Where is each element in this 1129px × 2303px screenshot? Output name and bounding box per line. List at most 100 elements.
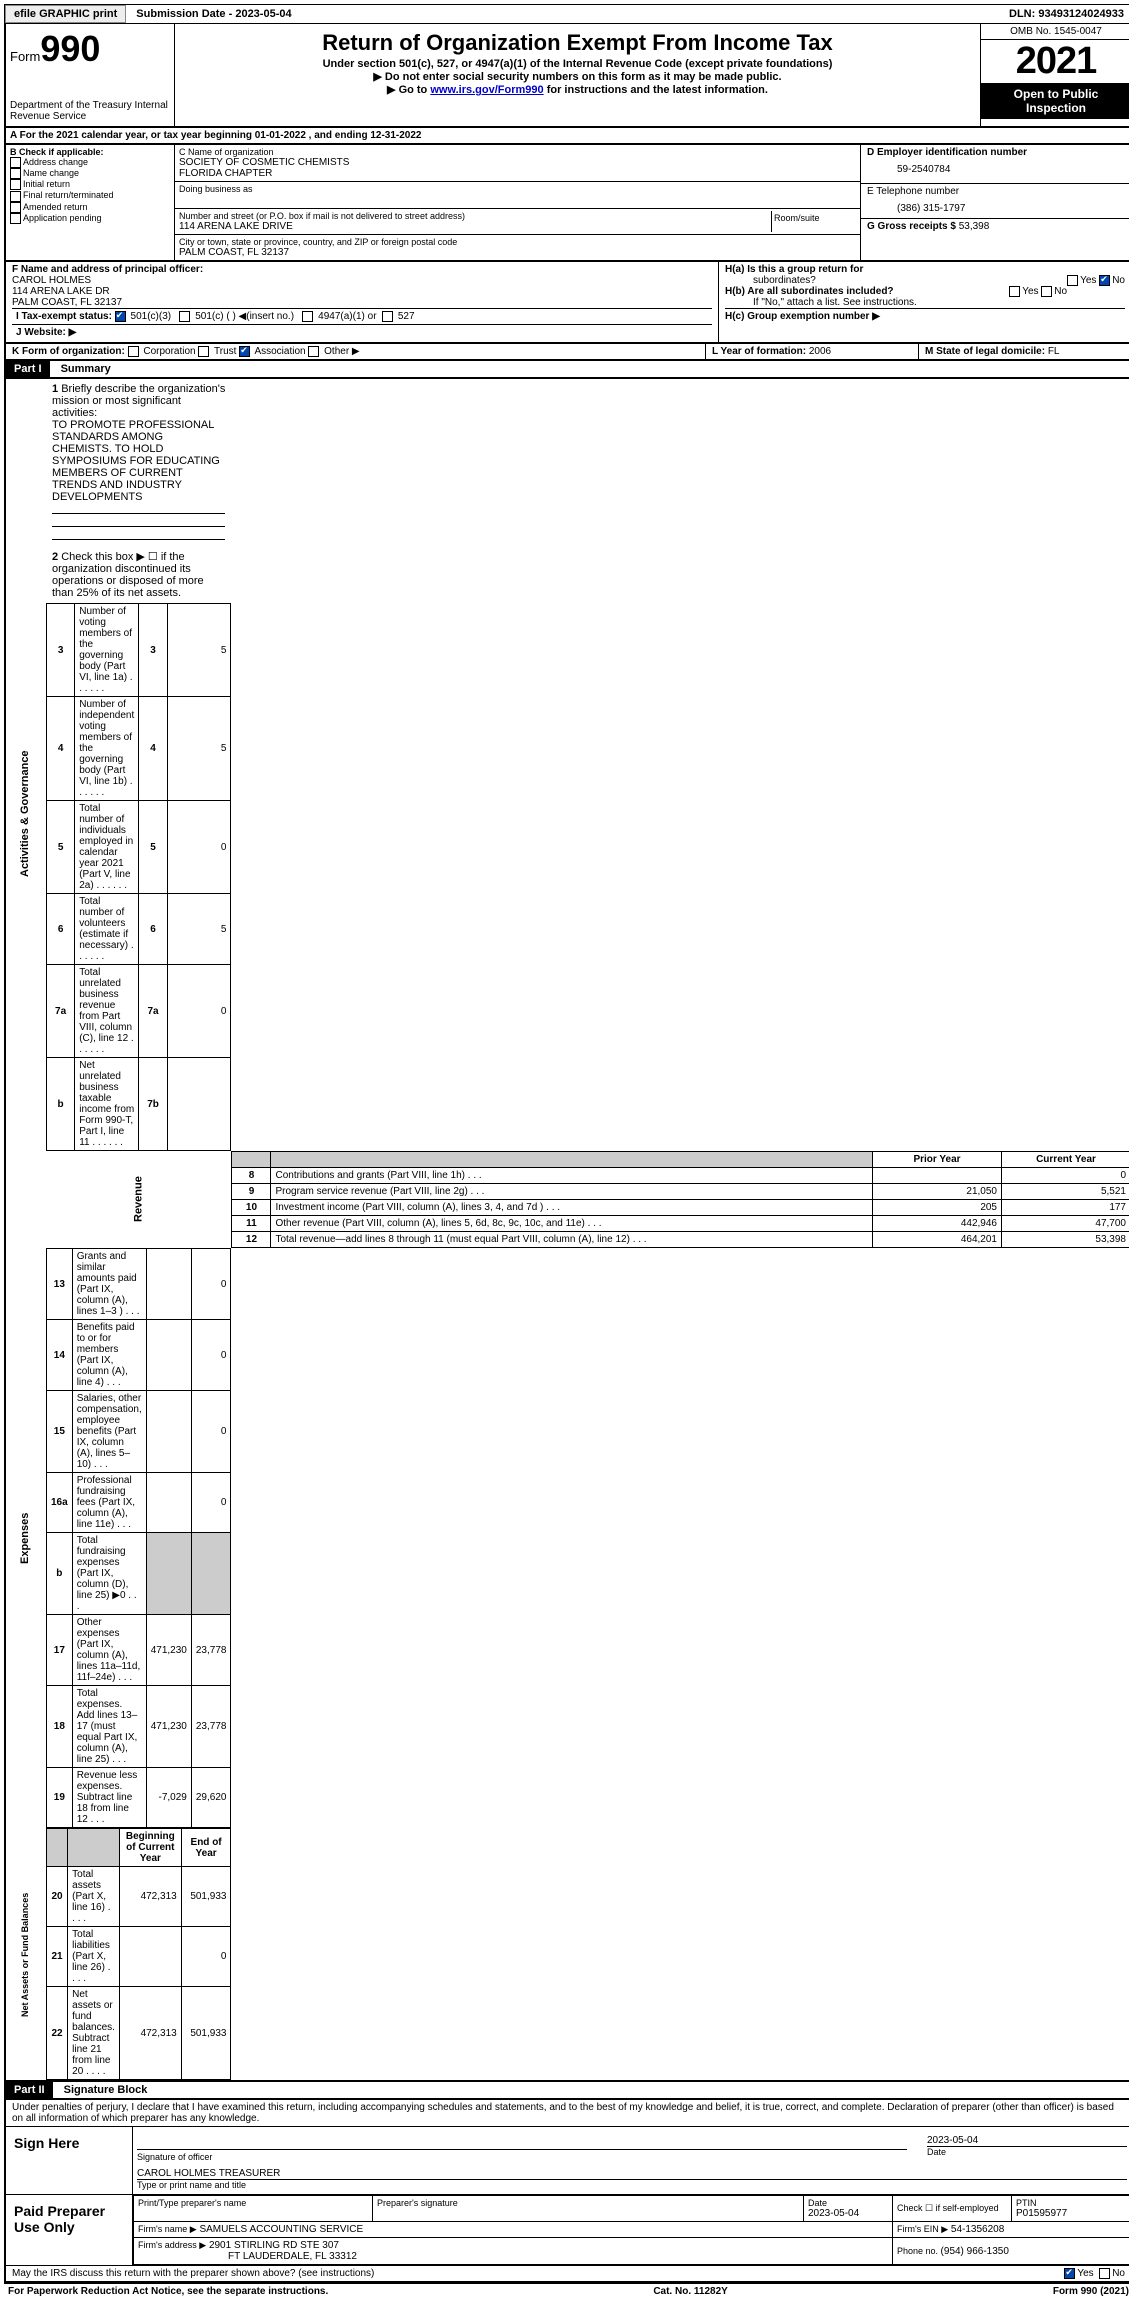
chk-amended[interactable]: Amended return [10, 202, 170, 213]
dept-treasury: Department of the Treasury Internal Reve… [10, 100, 170, 122]
part-ii-head: Part II [6, 2082, 53, 2098]
hb-yes[interactable] [1009, 286, 1020, 297]
submission-date-label: Submission Date - 2023-05-04 [130, 8, 297, 20]
chk-name-change[interactable]: Name change [10, 168, 170, 179]
officer-name: CAROL HOLMES [12, 275, 712, 286]
header-left: Form990 Department of the Treasury Inter… [6, 24, 175, 126]
preparer-table: Print/Type preparer's name Preparer's si… [133, 2195, 1129, 2265]
chk-address-change[interactable]: Address change [10, 157, 170, 168]
part-i-title: Summary [53, 363, 111, 375]
street: 114 ARENA LAKE DRIVE [179, 221, 771, 232]
dln: DLN: 93493124024933 [1009, 8, 1129, 20]
f-label: F Name and address of principal officer: [12, 264, 712, 275]
table-row: 16aProfessional fundraising fees (Part I… [47, 1473, 231, 1533]
table-row: 7aTotal unrelated business revenue from … [47, 965, 231, 1058]
vert-expenses: Expenses [5, 1248, 46, 1828]
chk-assoc[interactable] [239, 346, 250, 357]
vert-governance: Activities & Governance [5, 379, 46, 1248]
chk-trust[interactable] [198, 346, 209, 357]
firm-addr1: 2901 STIRLING RD STE 307 [209, 2240, 339, 2251]
col-c: C Name of organization SOCIETY OF COSMET… [175, 145, 860, 260]
typed-name: CAROL HOLMES TREASURER [137, 2168, 1127, 2180]
chk-4947[interactable] [302, 311, 313, 322]
section-fh: F Name and address of principal officer:… [4, 262, 1129, 344]
table-row: 14Benefits paid to or for members (Part … [47, 1320, 231, 1391]
chk-app-pending[interactable]: Application pending [10, 213, 170, 224]
vert-revenue: Revenue [46, 1151, 231, 1248]
subtitle-3: ▶ Go to www.irs.gov/Form990 for instruct… [179, 83, 976, 96]
chk-corp[interactable] [128, 346, 139, 357]
table-row: bTotal fundraising expenses (Part IX, co… [47, 1533, 231, 1615]
part-i-bar: Part I Summary [4, 361, 1129, 379]
table-row: 12Total revenue—add lines 8 through 11 (… [232, 1232, 1129, 1248]
tax-year: 2021 [981, 40, 1129, 83]
ein: 59-2540784 [867, 158, 1125, 181]
summary-table: Activities & Governance 1 Briefly descri… [4, 379, 1129, 2082]
gross-receipts: 53,398 [959, 221, 990, 232]
chk-527[interactable] [382, 311, 393, 322]
table-row: 17Other expenses (Part IX, column (A), l… [47, 1615, 231, 1686]
name-label: C Name of organization [179, 147, 856, 157]
header-center: Return of Organization Exempt From Incom… [175, 24, 980, 126]
room-label: Room/suite [772, 211, 856, 232]
table-row: 15Salaries, other compensation, employee… [47, 1391, 231, 1473]
omb-number: OMB No. 1545-0047 [981, 24, 1129, 40]
subtitle-2: ▶ Do not enter social security numbers o… [179, 70, 976, 83]
header-right: OMB No. 1545-0047 2021 Open to Public In… [980, 24, 1129, 126]
table-row: 13Grants and similar amounts paid (Part … [47, 1249, 231, 1320]
chk-final-return[interactable]: Final return/terminated [10, 190, 170, 201]
firm-name: SAMUELS ACCOUNTING SERVICE [199, 2224, 363, 2235]
mission-text: TO PROMOTE PROFESSIONAL STANDARDS AMONG … [52, 419, 220, 503]
street-label: Number and street (or P.O. box if mail i… [179, 211, 771, 221]
footer-left: For Paperwork Reduction Act Notice, see … [8, 2286, 328, 2297]
sign-here-label: Sign Here [6, 2127, 133, 2194]
table-row: bNet unrelated business taxable income f… [47, 1058, 231, 1151]
line-klm: K Form of organization: Corporation Trus… [4, 344, 1129, 361]
ha-no[interactable] [1099, 275, 1110, 286]
phone: (386) 315-1797 [867, 197, 1125, 216]
efile-print-button[interactable]: efile GRAPHIC print [5, 5, 126, 23]
discuss-no[interactable] [1099, 2268, 1110, 2279]
ein-label: D Employer identification number [867, 147, 1125, 158]
phone-label: E Telephone number [867, 186, 1125, 197]
line-a: A For the 2021 calendar year, or tax yea… [4, 128, 1129, 145]
form-title: Return of Organization Exempt From Incom… [179, 30, 976, 56]
declaration: Under penalties of perjury, I declare th… [6, 2100, 1129, 2127]
chk-501c3[interactable] [115, 311, 126, 322]
city-label: City or town, state or province, country… [179, 237, 856, 247]
part-i-head: Part I [6, 361, 50, 377]
open-to-public: Open to Public Inspection [981, 83, 1129, 119]
firm-ein: 54-1356208 [951, 2224, 1004, 2235]
table-row: 9Program service revenue (Part VIII, lin… [232, 1184, 1129, 1200]
sig-date: 2023-05-04 [927, 2131, 1127, 2146]
section-bcd: B Check if applicable: Address change Na… [4, 145, 1129, 262]
footer: For Paperwork Reduction Act Notice, see … [4, 2283, 1129, 2299]
firm-addr2: FT LAUDERDALE, FL 33312 [138, 2251, 357, 2262]
table-row: 8Contributions and grants (Part VIII, li… [232, 1168, 1129, 1184]
year-formation: 2006 [809, 346, 831, 357]
footer-mid: Cat. No. 11282Y [653, 2286, 727, 2297]
col-b: B Check if applicable: Address change Na… [6, 145, 175, 260]
footer-right: Form 990 (2021) [1053, 2286, 1129, 2297]
table-row: 5Total number of individuals employed in… [47, 801, 231, 894]
hb-no[interactable] [1041, 286, 1052, 297]
vert-netassets: Net Assets or Fund Balances [5, 1828, 46, 2081]
part-ii-title: Signature Block [56, 2084, 148, 2096]
chk-other[interactable] [308, 346, 319, 357]
line-i: I Tax-exempt status: 501(c)(3) 501(c) ( … [12, 308, 712, 324]
table-row: 3Number of voting members of the governi… [47, 604, 231, 697]
part-ii-bar: Part II Signature Block [4, 2082, 1129, 2100]
ptin: P01595977 [1016, 2208, 1126, 2219]
state-domicile: FL [1048, 346, 1060, 357]
chk-initial-return[interactable]: Initial return [10, 179, 170, 190]
ha-yes[interactable] [1067, 275, 1078, 286]
firm-phone: (954) 966-1350 [941, 2246, 1009, 2257]
discuss-yes[interactable] [1064, 2268, 1075, 2279]
gross-label: G Gross receipts $ [867, 221, 959, 232]
org-name-2: FLORIDA CHAPTER [179, 168, 856, 179]
chk-501c[interactable] [179, 311, 190, 322]
discuss-line: May the IRS discuss this return with the… [6, 2265, 1129, 2281]
table-row: 19Revenue less expenses. Subtract line 1… [47, 1768, 231, 1828]
irs-link[interactable]: www.irs.gov/Form990 [430, 84, 543, 96]
paid-preparer-label: Paid Preparer Use Only [6, 2195, 133, 2265]
